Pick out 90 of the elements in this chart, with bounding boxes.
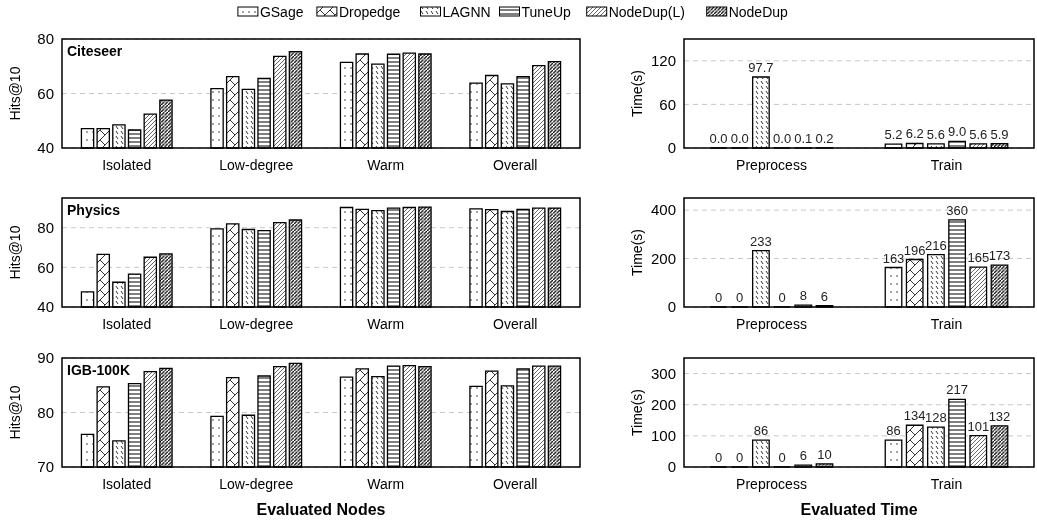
data-label: 5.9: [990, 126, 1009, 142]
data-label: 196: [903, 242, 926, 258]
data-label: 233: [750, 233, 772, 249]
chart-title: IGB-100K: [67, 362, 131, 378]
x-tick-label: Preprocess: [736, 316, 807, 332]
y-tick-label: 90: [37, 349, 54, 367]
data-label: 10: [817, 446, 832, 462]
data-label: 132: [988, 408, 1011, 424]
data-label: 0.0: [773, 131, 792, 146]
legend-label: LAGNN: [442, 3, 491, 20]
data-label: 0: [714, 450, 723, 465]
y-tick-label: 0: [667, 139, 676, 157]
data-label: 101: [967, 418, 990, 434]
data-label: 128: [925, 410, 947, 426]
y-tick-label: 40: [37, 298, 54, 316]
y-tick-label: 80: [37, 30, 54, 48]
data-label: 97.7: [748, 60, 774, 75]
data-label: 8: [799, 288, 807, 304]
legend-label: Dropedge: [338, 3, 401, 20]
data-label: 0: [714, 290, 723, 305]
y-axis-title: Hits@10: [7, 225, 23, 280]
x-tick-label: Preprocess: [736, 157, 807, 173]
data-label: 0.1: [794, 130, 813, 146]
y-tick-label: 80: [37, 218, 54, 236]
data-label: 5.6: [969, 126, 988, 142]
x-tick-label: Isolated: [102, 316, 152, 332]
data-label: 216: [925, 237, 947, 253]
data-label: 5.6: [926, 126, 945, 142]
data-label: 0.2: [815, 130, 834, 146]
x-tick-label: Low-degree: [219, 157, 294, 173]
y-tick-label: 60: [37, 258, 54, 276]
data-label: 134: [903, 408, 926, 424]
y-tick-label: 80: [37, 403, 54, 421]
data-label: 0: [778, 450, 786, 465]
data-label: 6: [820, 288, 829, 304]
x-tick-label: Overall: [493, 316, 538, 332]
y-tick-label: 200: [650, 395, 676, 413]
data-label: 0.0: [730, 131, 749, 146]
x-tick-label: Train: [930, 316, 963, 332]
y-tick-label: 0: [667, 458, 676, 476]
x-tick-label: Overall: [493, 476, 538, 492]
x-tick-label: Warm: [367, 316, 405, 332]
y-tick-label: 60: [659, 95, 676, 113]
data-label: 86: [886, 423, 901, 439]
x-tick-label: Isolated: [102, 157, 152, 173]
y-tick-label: 70: [37, 458, 54, 476]
data-label: 173: [988, 248, 1011, 264]
x-axis-title: Evaluated Time: [800, 501, 918, 518]
data-label: 217: [946, 382, 968, 398]
data-label: 6: [799, 448, 807, 464]
data-label: 0.0: [709, 131, 728, 146]
x-tick-label: Isolated: [102, 476, 152, 492]
y-tick-label: 0: [667, 298, 676, 316]
y-axis-title: Time(s): [629, 229, 645, 276]
data-label: 0: [736, 290, 744, 305]
y-tick-label: 40: [37, 139, 54, 157]
data-label: 360: [946, 202, 968, 218]
x-tick-label: Train: [930, 476, 963, 492]
y-axis-title: Hits@10: [7, 66, 23, 121]
x-axis-title: Evaluated Nodes: [256, 501, 386, 518]
data-label: 165: [967, 250, 990, 266]
chart-title: Citeseer: [67, 43, 123, 59]
data-label: 0: [736, 450, 744, 465]
x-tick-label: Low-degree: [219, 316, 294, 332]
legend-label: NodeDup: [728, 3, 789, 20]
data-label: 6.2: [905, 126, 924, 142]
legend-label: GSage: [259, 3, 304, 20]
y-tick-label: 60: [37, 84, 54, 102]
y-tick-label: 300: [650, 364, 676, 382]
y-axis-title: Time(s): [629, 389, 645, 436]
y-axis-title: Time(s): [629, 70, 645, 117]
data-label: 86: [753, 423, 769, 439]
data-label: 9.0: [948, 124, 967, 140]
legend-label: NodeDup(L): [608, 3, 685, 20]
data-label: 163: [882, 250, 905, 266]
x-tick-label: Low-degree: [219, 476, 294, 492]
x-tick-label: Warm: [367, 476, 405, 492]
chart-title: Physics: [67, 202, 121, 218]
data-label: 0: [778, 290, 786, 305]
x-tick-label: Warm: [367, 157, 405, 173]
y-tick-label: 100: [650, 427, 676, 445]
y-tick-label: 400: [650, 201, 676, 219]
x-tick-label: Train: [930, 157, 963, 173]
y-tick-label: 200: [650, 249, 676, 267]
y-axis-title: Hits@10: [7, 385, 23, 440]
x-tick-label: Overall: [493, 157, 538, 173]
data-label: 5.2: [884, 127, 903, 143]
y-tick-label: 120: [650, 52, 676, 70]
legend-label: TuneUp: [521, 3, 571, 20]
x-tick-label: Preprocess: [736, 476, 807, 492]
